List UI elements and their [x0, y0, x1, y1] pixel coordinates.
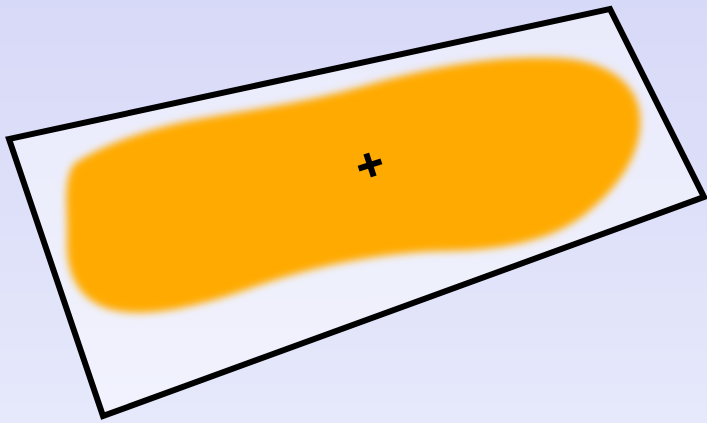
orange-highlight-blob: [66, 57, 641, 313]
center-marker-icon: [357, 152, 383, 178]
